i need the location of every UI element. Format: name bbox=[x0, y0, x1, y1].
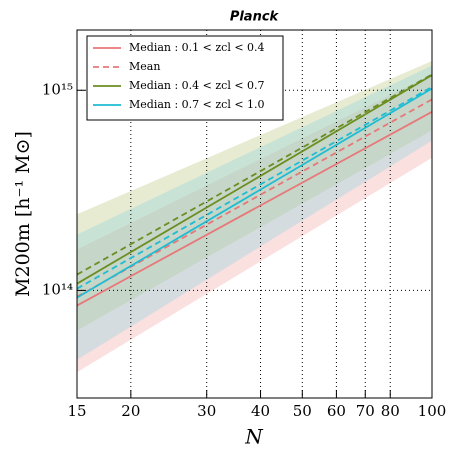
line bbox=[76, 98, 433, 298]
line bbox=[76, 86, 433, 290]
x-tick-label: 15 bbox=[67, 402, 86, 420]
legend-label: Median : 0.7 < zcl < 1.0 bbox=[129, 98, 265, 111]
y-tick-label: 10¹⁵ bbox=[42, 80, 73, 98]
band bbox=[77, 65, 432, 360]
x-tick-label: 20 bbox=[121, 402, 140, 420]
x-tick-label: 60 bbox=[327, 402, 346, 420]
x-tick-label: 40 bbox=[251, 402, 270, 420]
y-axis-label: M200m [h⁻¹ M⊙] bbox=[12, 131, 34, 297]
band bbox=[77, 61, 432, 331]
y-tick-label: 10¹⁴ bbox=[42, 280, 73, 298]
legend-label: Mean bbox=[129, 60, 160, 73]
legend-label: Median : 0.4 < zcl < 0.7 bbox=[129, 79, 265, 92]
plot-frame bbox=[76, 29, 433, 399]
legend-box bbox=[86, 35, 284, 121]
x-axis-label: N bbox=[244, 425, 264, 449]
x-tick-label: 80 bbox=[381, 402, 400, 420]
x-tick-label: 100 bbox=[418, 402, 447, 420]
line bbox=[76, 74, 433, 285]
line bbox=[76, 73, 433, 276]
line bbox=[76, 87, 433, 299]
legend-label: Median : 0.1 < zcl < 0.4 bbox=[129, 41, 265, 54]
x-tick-label: 50 bbox=[293, 402, 312, 420]
x-tick-label: 70 bbox=[356, 402, 375, 420]
line bbox=[76, 111, 433, 307]
chart-title: Planck bbox=[230, 10, 280, 25]
x-tick-label: 30 bbox=[197, 402, 216, 420]
